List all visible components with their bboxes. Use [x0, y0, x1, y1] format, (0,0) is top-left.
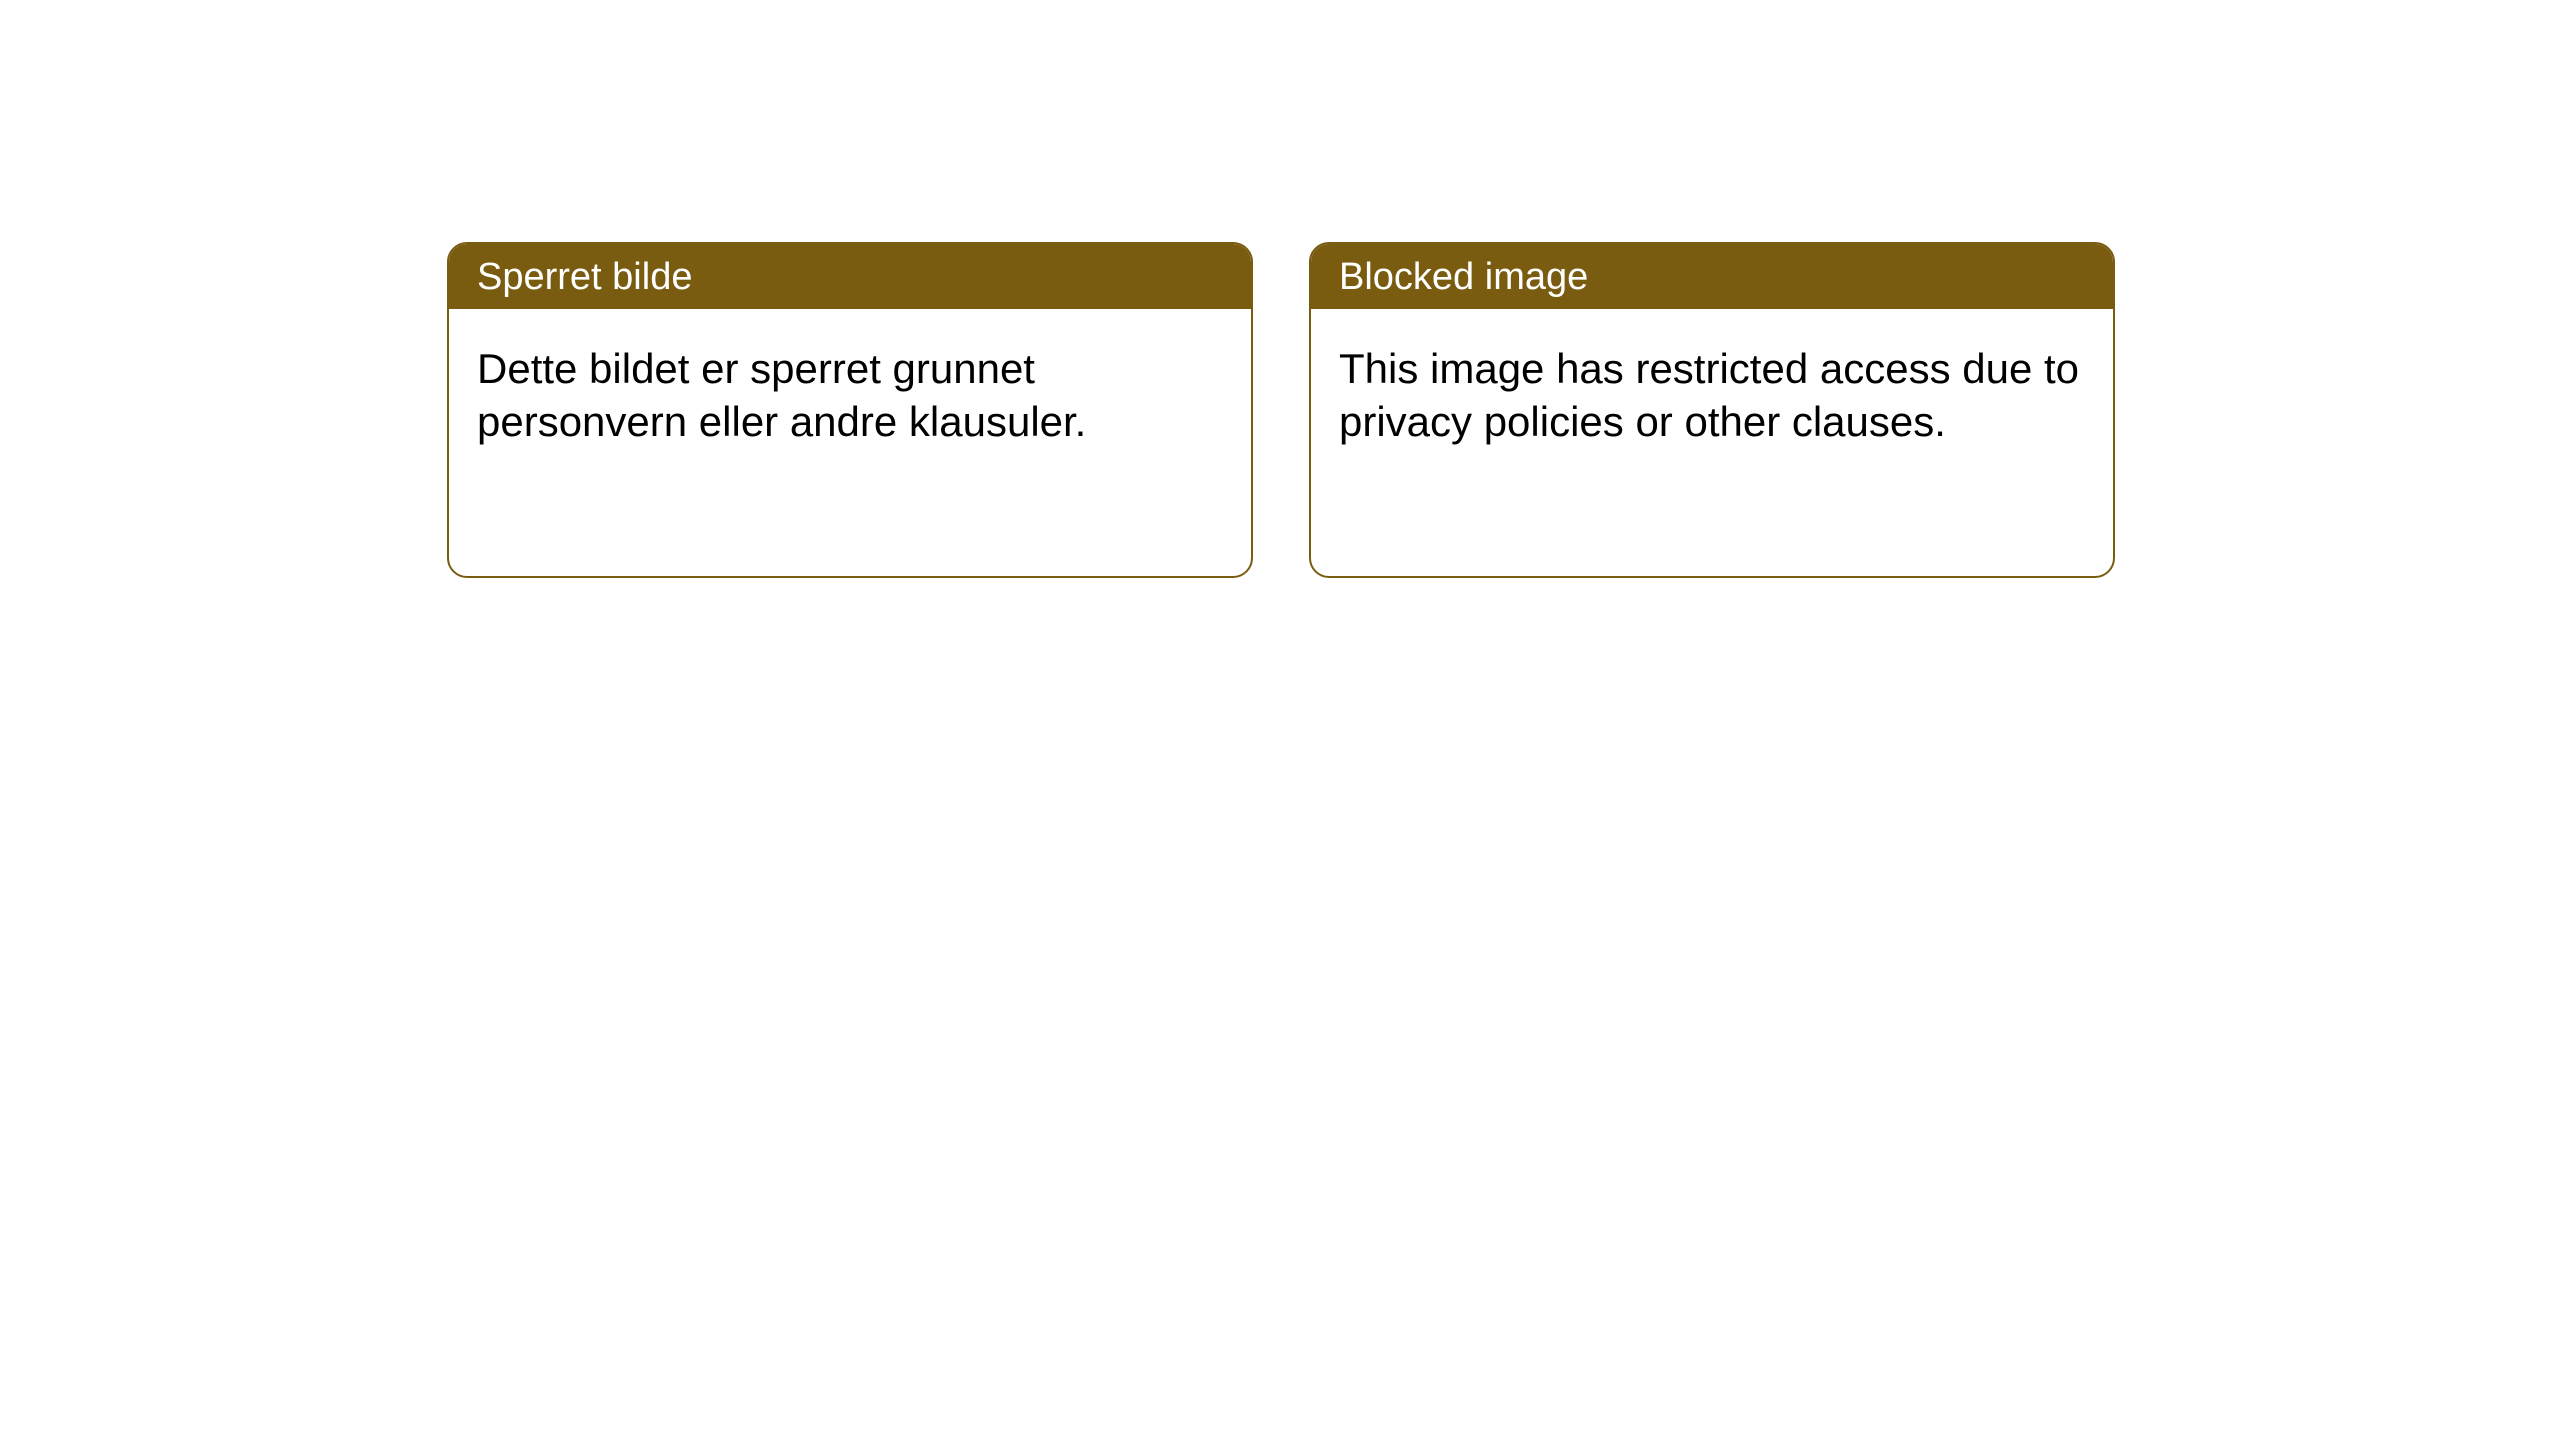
- notice-card-norwegian: Sperret bilde Dette bildet er sperret gr…: [447, 242, 1253, 578]
- notice-card-english: Blocked image This image has restricted …: [1309, 242, 2115, 578]
- card-message: This image has restricted access due to …: [1339, 345, 2079, 445]
- notice-cards-container: Sperret bilde Dette bildet er sperret gr…: [447, 242, 2115, 578]
- card-title: Blocked image: [1339, 256, 1588, 298]
- card-message: Dette bildet er sperret grunnet personve…: [477, 345, 1086, 445]
- card-title: Sperret bilde: [477, 256, 692, 298]
- card-header: Sperret bilde: [449, 244, 1251, 309]
- card-header: Blocked image: [1311, 244, 2113, 309]
- card-body: This image has restricted access due to …: [1311, 309, 2113, 482]
- card-body: Dette bildet er sperret grunnet personve…: [449, 309, 1251, 482]
